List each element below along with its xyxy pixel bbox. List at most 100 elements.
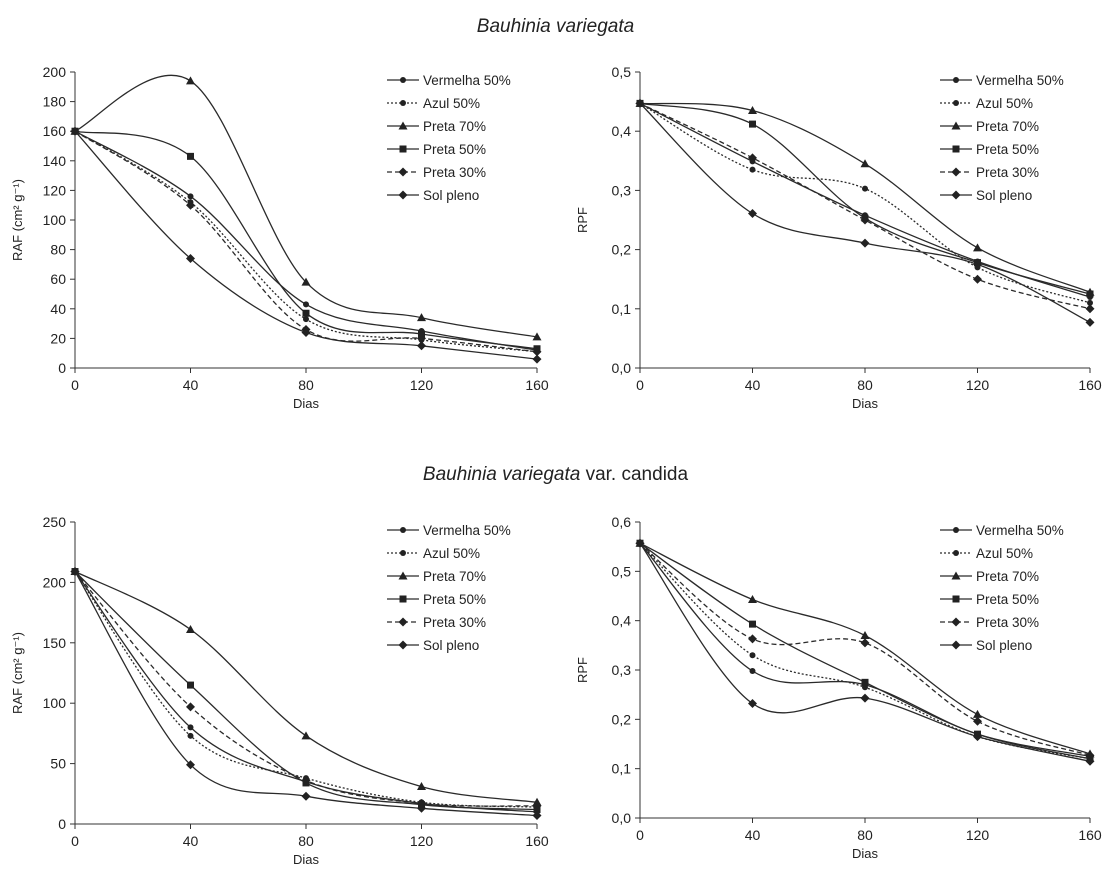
x-tick-label: 160 — [1078, 827, 1102, 843]
y-tick-label: 0,3 — [612, 662, 632, 678]
raf-chart-svg: 0 50 100 150 200 250 0 40 80 120 160 Dias RAF (cm² g… — [10, 514, 549, 867]
data-point — [749, 667, 756, 674]
legend: Vermelha 50% Azul 50% Preta 70% Preta 50% Pr… — [387, 73, 511, 203]
legend-marker — [400, 77, 406, 83]
legend-label: Preta 70% — [423, 119, 486, 134]
legend-item: Azul 50% — [940, 546, 1033, 561]
legend-item: Preta 70% — [387, 569, 486, 584]
y-tick-label: 0 — [58, 816, 66, 832]
y-axis-label: RAF (cm² g⁻¹) — [10, 179, 25, 261]
x-tick-label: 40 — [183, 833, 199, 849]
legend-label: Preta 30% — [423, 615, 486, 630]
y-axis-label: RPF — [575, 657, 590, 683]
legend-label: Preta 50% — [423, 592, 486, 607]
y-tick-label: 0,2 — [612, 242, 632, 258]
data-point — [748, 594, 757, 603]
legend-label: Preta 30% — [423, 165, 486, 180]
x-tick-label: 80 — [857, 827, 873, 843]
y-tick-label: 0,0 — [612, 810, 632, 826]
series-6 — [635, 538, 1095, 766]
y-tick-label: 0,2 — [612, 711, 632, 727]
legend-item: Vermelha 50% — [387, 523, 511, 538]
series-line — [74, 571, 538, 817]
series-line — [74, 130, 538, 353]
data-point — [861, 678, 869, 686]
data-point — [860, 630, 870, 639]
chart-raf-bauhinia-variegata: 0 20 40 60 80 100 120 140 160 180 200 0 40 80 120 160 Di… — [0, 60, 560, 430]
data-point — [417, 798, 426, 808]
data-point — [532, 811, 542, 821]
legend-marker — [951, 571, 961, 580]
legend-label: Preta 50% — [976, 592, 1039, 607]
y-tick-label: 100 — [43, 212, 67, 228]
y-axis-label: RAF (cm² g⁻¹) — [10, 632, 25, 714]
data-point — [635, 538, 645, 548]
legend-label: Sol pleno — [423, 638, 479, 653]
legend-label: Preta 50% — [423, 142, 486, 157]
legend-marker — [953, 100, 959, 106]
legend-marker — [398, 617, 408, 627]
axes: 0 20 40 60 80 100 120 140 160 180 200 0 40 80 120 160 — [43, 64, 549, 393]
data-point — [532, 332, 542, 341]
data-point — [417, 333, 426, 343]
legend-item: Preta 30% — [387, 165, 486, 180]
y-tick-label: 200 — [43, 64, 67, 80]
data-point — [187, 681, 194, 689]
legend-item: Vermelha 50% — [940, 73, 1064, 88]
legend: Vermelha 50% Azul 50% Preta 70% Preta 50% Pr… — [387, 523, 511, 653]
y-tick-label: 20 — [50, 330, 66, 346]
section-title-2: Bauhinia variegata var. candida — [0, 464, 1111, 486]
y-tick-label: 0,1 — [612, 761, 632, 777]
series-line — [639, 542, 1091, 762]
data-point — [70, 126, 80, 136]
series-line — [74, 130, 538, 350]
legend-item: Preta 50% — [387, 592, 486, 607]
legend-label: Azul 50% — [423, 96, 480, 111]
data-point — [973, 274, 982, 284]
x-tick-label: 160 — [525, 377, 549, 393]
series-2 — [72, 128, 540, 355]
axes: 0 50 100 150 200 250 0 40 80 120 160 — [43, 514, 549, 849]
x-tick-label: 0 — [636, 377, 644, 393]
data-point — [70, 567, 80, 577]
y-tick-label: 160 — [43, 123, 67, 139]
data-point — [1085, 317, 1095, 327]
legend-item: Vermelha 50% — [387, 73, 511, 88]
data-point — [862, 185, 868, 192]
y-tick-label: 150 — [43, 635, 67, 651]
data-point — [860, 215, 870, 225]
y-tick-label: 0,5 — [612, 64, 632, 80]
legend-label: Vermelha 50% — [423, 523, 511, 538]
data-point — [187, 152, 194, 160]
x-tick-label: 120 — [410, 833, 434, 849]
y-tick-label: 250 — [43, 514, 67, 530]
x-tick-label: 120 — [966, 377, 990, 393]
x-axis-label: Dias — [852, 846, 879, 861]
data-point — [532, 354, 542, 364]
legend-marker — [400, 100, 406, 106]
legend-label: Preta 70% — [423, 569, 486, 584]
data-point — [186, 702, 195, 712]
section-title-1: Bauhinia variegata — [0, 16, 1111, 38]
legend-marker — [951, 190, 961, 200]
series-5 — [70, 567, 542, 811]
series-line — [74, 571, 538, 808]
species-name: Bauhinia variegata — [422, 464, 581, 485]
legend-marker — [398, 571, 408, 580]
legend-marker — [398, 190, 408, 200]
data-point — [1085, 756, 1095, 766]
legend-item: Azul 50% — [940, 96, 1033, 111]
series-6 — [70, 126, 542, 364]
data-point — [1086, 290, 1094, 298]
rpf-chart-svg: 0,0 0,1 0,2 0,3 0,4 0,5 0 40 80 120 160 Dias RPF Verm… — [575, 64, 1102, 411]
x-tick-label: 120 — [410, 377, 434, 393]
y-tick-label: 120 — [43, 182, 67, 198]
x-tick-label: 40 — [745, 827, 761, 843]
legend-label: Vermelha 50% — [976, 73, 1064, 88]
legend-marker — [953, 527, 959, 533]
legend-marker — [399, 145, 407, 153]
legend-label: Preta 70% — [976, 119, 1039, 134]
legend-item: Preta 70% — [387, 119, 486, 134]
data-point — [187, 193, 194, 200]
legend-item: Preta 30% — [940, 165, 1039, 180]
